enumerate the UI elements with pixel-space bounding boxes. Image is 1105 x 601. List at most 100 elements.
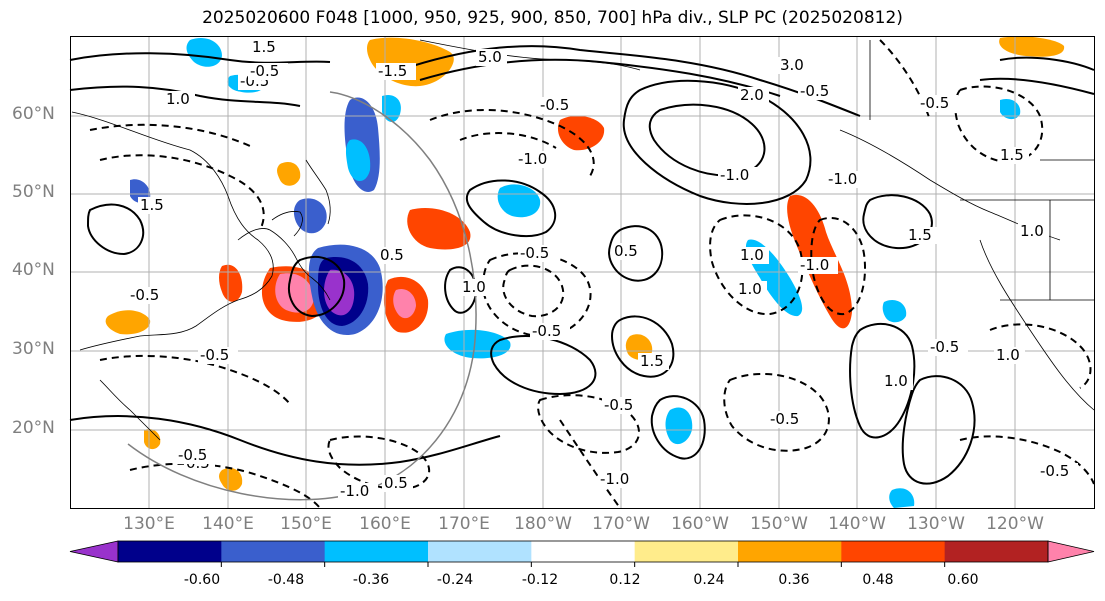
contour-label: -0.5 xyxy=(1040,462,1069,480)
contour-label-bg xyxy=(376,63,416,80)
contour-label: 1.5 xyxy=(140,196,164,214)
figure-title: 2025020600 F048 [1000, 950, 925, 900, 85… xyxy=(202,8,903,28)
lon-label-160w: 160°W xyxy=(671,514,729,534)
contour-label: 1.0 xyxy=(462,278,486,296)
contour-label-bg xyxy=(338,483,378,500)
colorbar-tick: 0.24 xyxy=(693,572,725,588)
lat-label-40n: 40°N xyxy=(12,260,55,280)
contour-label-bg xyxy=(138,197,169,214)
contour-label: 0.5 xyxy=(380,246,404,264)
contour-label: -1.0 xyxy=(828,170,857,188)
contour-label-bg xyxy=(638,353,669,370)
contour-label: -0.5 xyxy=(532,322,561,340)
colorbar-tick: -0.48 xyxy=(267,572,305,588)
contour-label-bg xyxy=(382,475,413,492)
map-frame xyxy=(70,36,1095,509)
contour-label-bg xyxy=(768,411,808,428)
contour-label-bg xyxy=(476,49,507,66)
colorbar-segment xyxy=(118,541,222,562)
contour-label-bg xyxy=(998,147,1029,164)
contour-label-bg xyxy=(798,83,838,100)
contour-label: -0.5 xyxy=(920,94,949,112)
contour-label-bg xyxy=(738,247,769,264)
contour-label-bg xyxy=(460,279,491,296)
contour-label-bg xyxy=(176,447,216,464)
contour-label: 1.0 xyxy=(166,90,190,108)
contour-label: 0.5 xyxy=(614,242,638,260)
colorbar-extend-min xyxy=(69,540,119,563)
contour-label-bg xyxy=(198,347,238,364)
colorbar xyxy=(69,540,1095,567)
colorbar-tick: -0.36 xyxy=(352,572,390,588)
contour-label: -1.5 xyxy=(378,62,407,80)
contour-label-bg xyxy=(882,373,913,390)
contour-label: 1.0 xyxy=(884,372,908,390)
contour-label-bg xyxy=(598,471,638,488)
contour-label-bg xyxy=(612,243,643,260)
lon-label-170w: 170°W xyxy=(592,514,650,534)
contour-labels: 1.5 -0.5 1.0 -1.5 5.0 3.0 2.0 -1.0 -0.5 1.5 -0.5 0.… xyxy=(128,38,1078,500)
colorbar-tick: 0.60 xyxy=(947,572,979,588)
contour-label: 5.0 xyxy=(478,48,502,66)
contour-label-bg xyxy=(530,323,570,340)
colorbar-segment xyxy=(221,541,326,562)
contour-label: -0.5 xyxy=(130,286,159,304)
contour-label: 1.0 xyxy=(740,246,764,264)
colorbar-frame xyxy=(117,540,1049,563)
lon-label-140w: 140°W xyxy=(828,514,886,534)
colorbar-tick: 0.48 xyxy=(862,572,894,588)
colorbar-segment xyxy=(944,541,1049,562)
colorbar-tick: -0.60 xyxy=(183,572,221,588)
contour-label: -0.5 xyxy=(930,338,959,356)
contour-label: -1.0 xyxy=(800,256,829,274)
colorbar-tick: -0.12 xyxy=(521,572,559,588)
lon-label-150e: 150°E xyxy=(280,514,332,534)
contour-label-bg xyxy=(516,151,556,168)
contour-label-bg xyxy=(1038,463,1078,480)
contour-label: 1.0 xyxy=(1020,222,1044,240)
contour-label-bg xyxy=(738,87,769,104)
contour-label-bg xyxy=(250,39,281,56)
colorbar-segment xyxy=(428,541,532,562)
contour-label: -1.0 xyxy=(518,150,547,168)
contour-label: -0.5 xyxy=(540,96,569,114)
lon-label-130w: 130°W xyxy=(907,514,965,534)
colorbar-segment xyxy=(634,541,739,562)
lon-label-150w: 150°W xyxy=(750,514,808,534)
contour-label: 1.5 xyxy=(1000,146,1024,164)
contour-label-bg xyxy=(248,63,288,80)
contour-label: -0.5 xyxy=(770,410,799,428)
colorbar-tick: 0.36 xyxy=(778,572,810,588)
lon-label-140e: 140°E xyxy=(202,514,254,534)
great-circle xyxy=(127,91,477,501)
contour-label-bg xyxy=(906,227,937,244)
contour-label-bg xyxy=(718,167,758,184)
contour-label-bg xyxy=(826,171,866,188)
colorbar-segment xyxy=(841,541,946,562)
contour-label: 1.0 xyxy=(996,346,1020,364)
contour-label-bg xyxy=(918,95,958,112)
contour-label-bg xyxy=(602,397,642,414)
contour-label: 2.0 xyxy=(740,86,764,104)
colorbar-extend-max xyxy=(1047,540,1095,563)
contour-label-bg xyxy=(928,339,968,356)
lat-label-50n: 50°N xyxy=(12,182,55,202)
contour-label: 1.0 xyxy=(738,280,762,298)
lon-label-180w: 180°W xyxy=(514,514,572,534)
lat-label-30n: 30°N xyxy=(12,339,55,359)
contour-label: -0.5 xyxy=(520,244,549,262)
contour-label: -1.0 xyxy=(600,470,629,488)
contour-label-bg xyxy=(778,57,809,74)
colorbar-segment xyxy=(531,541,636,562)
contour-label: -0.5 xyxy=(250,62,279,80)
contour-label: 3.0 xyxy=(780,56,804,74)
slp-negative-contours xyxy=(89,39,1095,509)
lat-label-20n: 20°N xyxy=(12,418,55,438)
contour-label: -0.5 xyxy=(800,82,829,100)
contour-label-bg xyxy=(518,245,558,262)
contour-label: -0.5 xyxy=(200,346,229,364)
colorbar-segment xyxy=(738,541,842,562)
contour-label-bg xyxy=(736,281,767,298)
colorbar-segment xyxy=(324,541,429,562)
